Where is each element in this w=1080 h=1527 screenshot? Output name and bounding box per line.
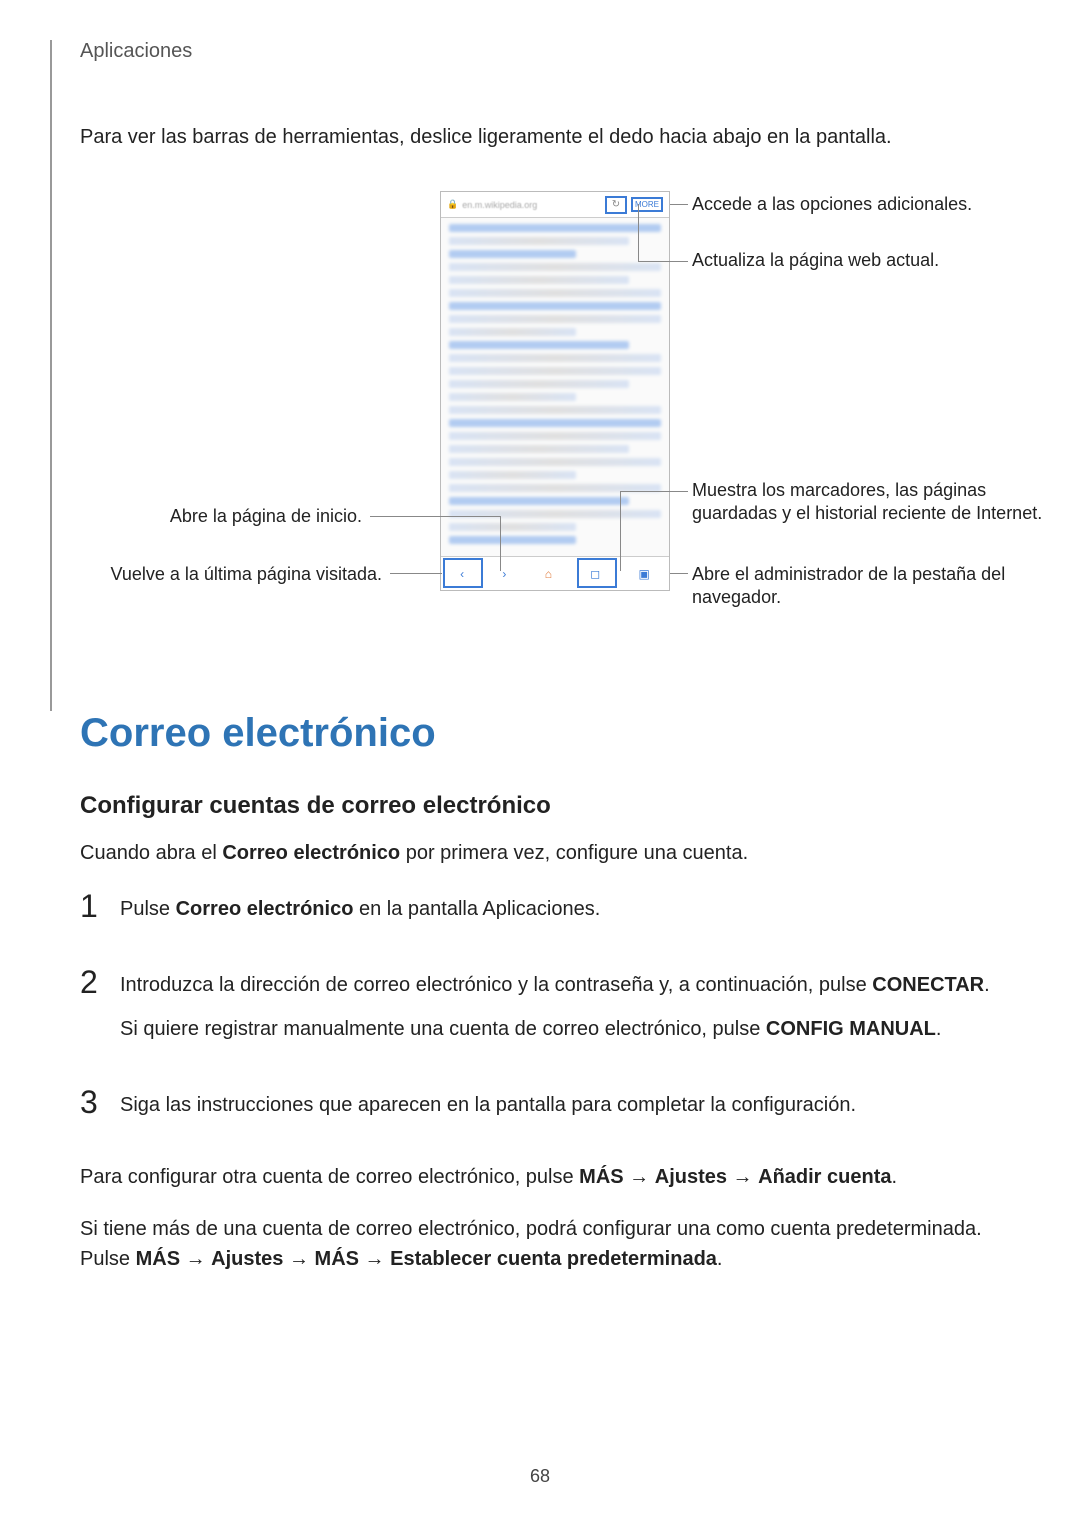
arrow: → (283, 1248, 314, 1270)
nav-tabs: ▣ (638, 568, 649, 580)
email-section-title: Correo electrónico (80, 711, 1000, 756)
nav-back: ‹ (460, 568, 464, 580)
step-number: 2 (80, 966, 120, 1058)
para-default-account: Si tiene más de una cuenta de correo ele… (80, 1214, 1000, 1274)
bold-text: MÁS (136, 1248, 180, 1270)
nav-home: ⌂ (545, 568, 552, 580)
email-intro: Cuando abra el Correo electrónico por pr… (80, 838, 1000, 868)
text: Si quiere registrar manualmente una cuen… (120, 1018, 766, 1040)
bookmark-icon: ◻ (590, 568, 600, 580)
text: Pulse (120, 898, 176, 920)
text: Para configurar otra cuenta de correo el… (80, 1166, 579, 1188)
bold-text: Ajustes (655, 1166, 727, 1188)
refresh-icon: ↻ (612, 199, 620, 210)
section-header: Aplicaciones (80, 40, 1000, 63)
bold-text: Ajustes (211, 1248, 283, 1270)
text: Cuando abra el (80, 842, 222, 864)
text: Introduzca la dirección de correo electr… (120, 974, 872, 996)
para-other-account: Para configurar otra cuenta de correo el… (80, 1162, 1000, 1192)
lock-icon: 🔒 (447, 199, 458, 210)
callout-options: Accede a las opciones adicionales. (692, 193, 1032, 216)
bold-text: MÁS (315, 1248, 359, 1270)
bold-text: MÁS (579, 1166, 623, 1188)
arrow: → (180, 1248, 211, 1270)
step-3: 3 Siga las instrucciones que aparecen en… (80, 1086, 1000, 1134)
callout-refresh: Actualiza la página web actual. (692, 249, 1032, 272)
step-1: 1 Pulse Correo electrónico en la pantall… (80, 890, 1000, 938)
text: . (891, 1166, 897, 1188)
text: . (936, 1018, 942, 1040)
step-text: Siga las instrucciones que aparecen en l… (120, 1090, 1000, 1120)
nav-forward: › (502, 568, 506, 580)
bold-text: Correo electrónico (176, 898, 354, 920)
step-number: 1 (80, 890, 120, 938)
chevron-left-icon: ‹ (460, 568, 464, 580)
browser-diagram: 🔒 en.m.wikipedia.org ↻ MORE (80, 191, 1000, 611)
url-text: en.m.wikipedia.org (462, 200, 605, 210)
arrow: → (359, 1248, 390, 1270)
bold-text: Correo electrónico (222, 842, 400, 864)
chevron-right-icon: › (502, 568, 506, 580)
bold-text: Añadir cuenta (758, 1166, 891, 1188)
text: por primera vez, configure una cuenta. (400, 842, 748, 864)
page-number: 68 (0, 1466, 1080, 1487)
bold-text: CONFIG MANUAL (766, 1018, 936, 1040)
arrow: → (624, 1166, 655, 1188)
text: . (984, 974, 990, 996)
step-number: 3 (80, 1086, 120, 1134)
page-content (441, 218, 669, 558)
callout-tabs: Abre el administrador de la pestaña del … (692, 563, 1052, 610)
steps-list: 1 Pulse Correo electrónico en la pantall… (80, 890, 1000, 1134)
more-highlight: MORE (631, 197, 663, 212)
callout-back: Vuelve a la última página visitada. (80, 563, 382, 586)
nav-bookmarks: ◻ (590, 568, 600, 580)
tabs-icon: ▣ (638, 568, 649, 580)
refresh-highlight: ↻ (605, 196, 627, 214)
browser-nav-bar: ‹ › ⌂ ◻ ▣ (441, 556, 669, 590)
arrow: → (727, 1166, 758, 1188)
address-bar: 🔒 en.m.wikipedia.org ↻ MORE (441, 192, 669, 218)
email-subsection-title: Configurar cuentas de correo electrónico (80, 792, 1000, 820)
home-icon: ⌂ (545, 568, 552, 580)
intro-paragraph: Para ver las barras de herramientas, des… (80, 123, 1000, 151)
callout-bookmarks: Muestra los marcadores, las páginas guar… (692, 479, 1052, 526)
text: . (717, 1248, 723, 1270)
callout-home: Abre la página de inicio. (80, 505, 362, 528)
phone-mockup: 🔒 en.m.wikipedia.org ↻ MORE (440, 191, 670, 591)
text: en la pantalla Aplicaciones. (353, 898, 600, 920)
step-2: 2 Introduzca la dirección de correo elec… (80, 966, 1000, 1058)
bold-text: Establecer cuenta predeterminada (390, 1248, 717, 1270)
bold-text: CONECTAR (872, 974, 984, 996)
